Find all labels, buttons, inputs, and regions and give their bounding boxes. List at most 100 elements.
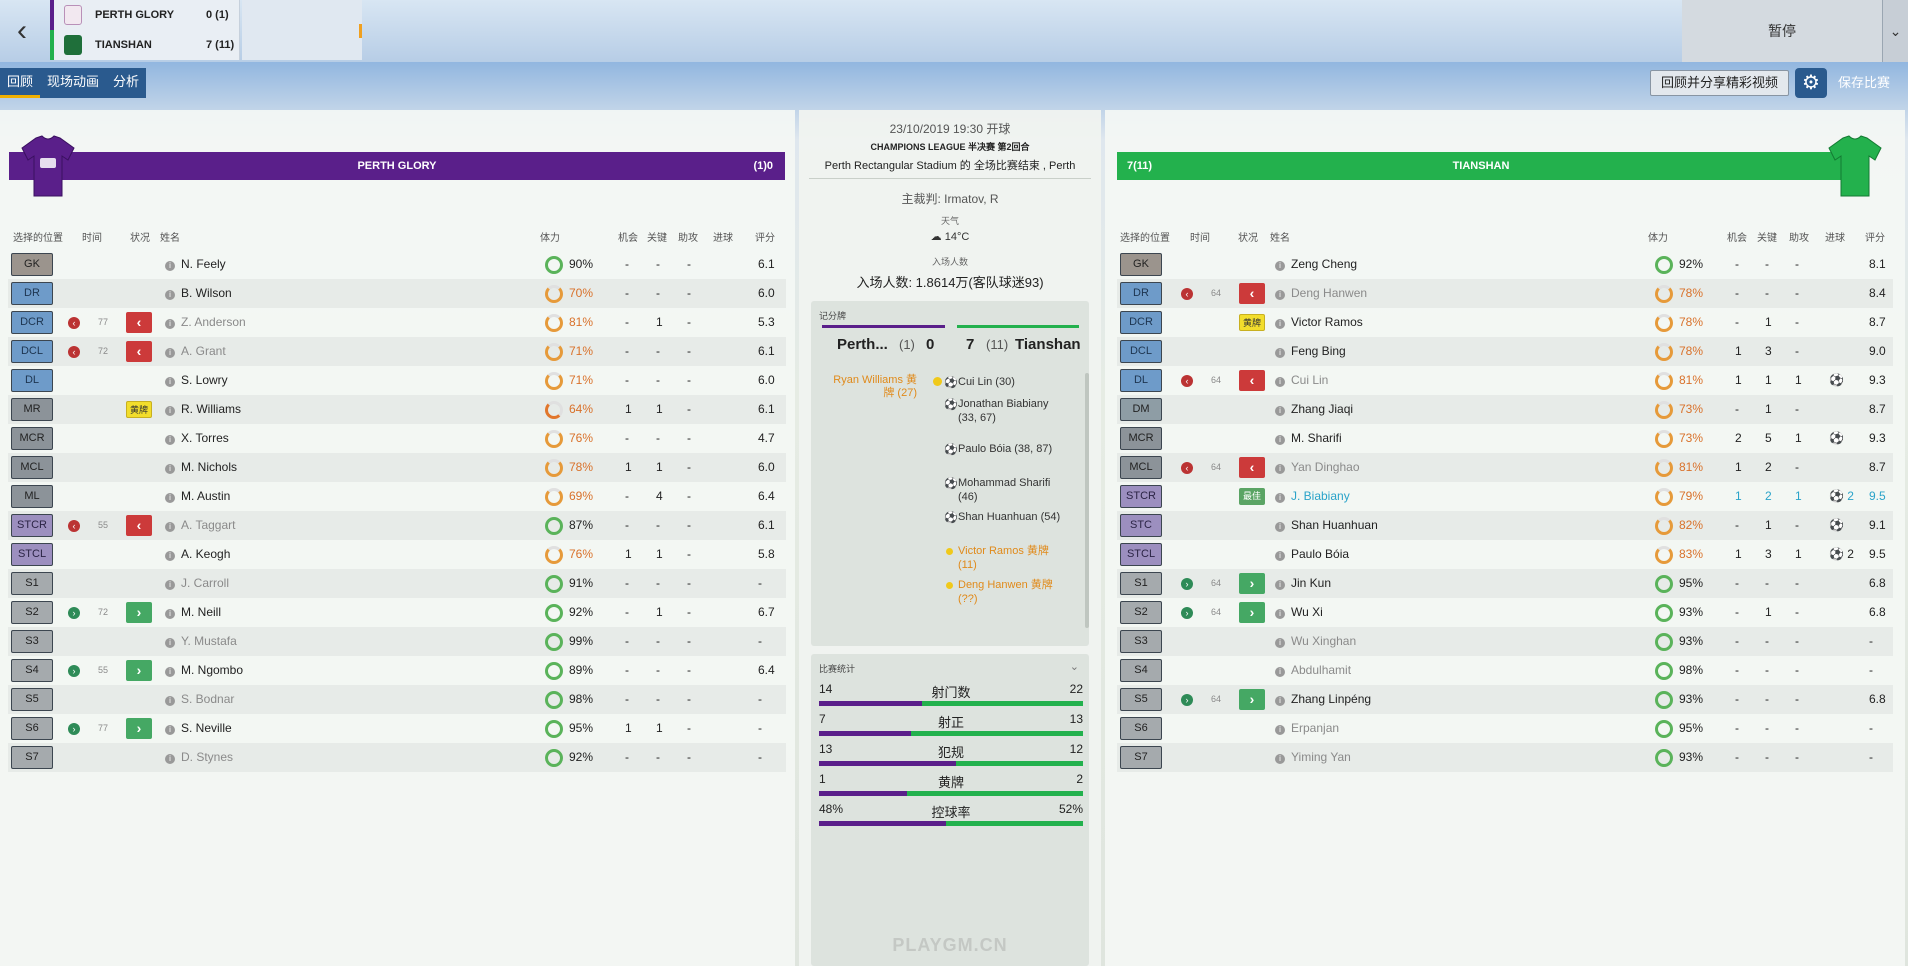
player-row[interactable]: MCL ‹ 64 ‹ i Yan Dinghao 81% 1 2 - 8.7	[1117, 453, 1893, 482]
info-icon[interactable]: i	[165, 377, 175, 387]
player-row[interactable]: DCR ‹ 77 ‹ i Z. Anderson 81% - 1 - 5.3	[8, 308, 786, 337]
player-row[interactable]: S1 i J. Carroll 91% - - - -	[8, 569, 786, 598]
info-icon[interactable]: i	[165, 290, 175, 300]
info-icon[interactable]: i	[165, 609, 175, 619]
info-icon[interactable]: i	[165, 696, 175, 706]
info-icon[interactable]: i	[165, 522, 175, 532]
player-row[interactable]: STCR 最佳 i J. Biabiany 79% 1 2 1 ⚽ 2 9.5	[1117, 482, 1893, 511]
player-name[interactable]: i Zeng Cheng	[1275, 250, 1357, 279]
info-icon[interactable]: i	[1275, 319, 1285, 329]
player-name[interactable]: i Yiming Yan	[1275, 743, 1351, 772]
info-icon[interactable]: i	[1275, 696, 1285, 706]
player-name[interactable]: i Wu Xinghan	[1275, 627, 1356, 656]
player-name[interactable]: i D. Stynes	[165, 743, 233, 772]
player-name[interactable]: i Yan Dinghao	[1275, 453, 1360, 482]
player-name[interactable]: i X. Torres	[165, 424, 229, 453]
player-name[interactable]: i A. Keogh	[165, 540, 230, 569]
scorecard-scrollbar[interactable]	[1085, 373, 1089, 628]
player-row[interactable]: S6 › 77 › i S. Neville 95% 1 1 - -	[8, 714, 786, 743]
info-icon[interactable]: i	[165, 551, 175, 561]
chevron-down-icon[interactable]: ⌄	[1069, 661, 1079, 673]
player-row[interactable]: DCL i Feng Bing 78% 1 3 - 9.0	[1117, 337, 1893, 366]
player-row[interactable]: MCR i X. Torres 76% - - - 4.7	[8, 424, 786, 453]
player-row[interactable]: STCL i Paulo Bóia 83% 1 3 1 ⚽ 2 9.5	[1117, 540, 1893, 569]
player-row[interactable]: S6 i Erpanjan 95% - - - -	[1117, 714, 1893, 743]
info-icon[interactable]: i	[1275, 406, 1285, 416]
info-icon[interactable]: i	[1275, 667, 1285, 677]
info-icon[interactable]: i	[165, 261, 175, 271]
player-name[interactable]: i M. Ngombo	[165, 656, 243, 685]
tab-live-animation[interactable]: 现场动画	[47, 74, 100, 89]
player-name[interactable]: i Paulo Bóia	[1275, 540, 1349, 569]
player-row[interactable]: GK i Zeng Cheng 92% - - - 8.1	[1117, 250, 1893, 279]
player-name[interactable]: i Feng Bing	[1275, 337, 1346, 366]
info-icon[interactable]: i	[165, 725, 175, 735]
info-icon[interactable]: i	[1275, 580, 1285, 590]
info-icon[interactable]: i	[1275, 435, 1285, 445]
player-row[interactable]: DR i B. Wilson 70% - - - 6.0	[8, 279, 786, 308]
player-name[interactable]: i Y. Mustafa	[165, 627, 237, 656]
pause-button[interactable]: 暂停	[1682, 0, 1882, 62]
player-name[interactable]: i M. Nichols	[165, 453, 237, 482]
player-row[interactable]: GK i N. Feely 90% - - - 6.1	[8, 250, 786, 279]
tab-review[interactable]: 回顾	[0, 68, 41, 98]
info-icon[interactable]: i	[1275, 754, 1285, 764]
player-row[interactable]: S2 › 64 › i Wu Xi 93% - 1 - 6.8	[1117, 598, 1893, 627]
info-icon[interactable]: i	[1275, 493, 1285, 503]
info-icon[interactable]: i	[1275, 290, 1285, 300]
player-row[interactable]: MCR i M. Sharifi 73% 2 5 1 ⚽ 9.3	[1117, 424, 1893, 453]
player-name[interactable]: i R. Williams	[165, 395, 241, 424]
info-icon[interactable]: i	[165, 348, 175, 358]
player-row[interactable]: DCL ‹ 72 ‹ i A. Grant 71% - - - 6.1	[8, 337, 786, 366]
player-name[interactable]: i S. Lowry	[165, 366, 228, 395]
info-icon[interactable]: i	[1275, 348, 1285, 358]
player-name[interactable]: i S. Neville	[165, 714, 232, 743]
player-row[interactable]: STCR ‹ 55 ‹ i A. Taggart 87% - - - 6.1	[8, 511, 786, 540]
info-icon[interactable]: i	[165, 638, 175, 648]
player-row[interactable]: MCL i M. Nichols 78% 1 1 - 6.0	[8, 453, 786, 482]
player-name[interactable]: i Wu Xi	[1275, 598, 1323, 627]
player-name[interactable]: i B. Wilson	[165, 279, 232, 308]
tab-analysis[interactable]: 分析	[113, 74, 140, 89]
player-name[interactable]: i J. Carroll	[165, 569, 229, 598]
player-row[interactable]: DL i S. Lowry 71% - - - 6.0	[8, 366, 786, 395]
player-row[interactable]: DCR 黄牌 i Victor Ramos 78% - 1 - 8.7	[1117, 308, 1893, 337]
info-icon[interactable]: i	[165, 435, 175, 445]
player-row[interactable]: S3 i Y. Mustafa 99% - - - -	[8, 627, 786, 656]
player-name[interactable]: i Shan Huanhuan	[1275, 511, 1378, 540]
info-icon[interactable]: i	[1275, 638, 1285, 648]
player-name[interactable]: i Victor Ramos	[1275, 308, 1363, 337]
player-name[interactable]: i Abdulhamit	[1275, 656, 1351, 685]
chevron-down-icon[interactable]: ⌄	[1882, 0, 1908, 62]
player-row[interactable]: S3 i Wu Xinghan 93% - - - -	[1117, 627, 1893, 656]
player-name[interactable]: i N. Feely	[165, 250, 226, 279]
player-row[interactable]: ML i M. Austin 69% - 4 - 6.4	[8, 482, 786, 511]
player-row[interactable]: S2 › 72 › i M. Neill 92% - 1 - 6.7	[8, 598, 786, 627]
player-name[interactable]: i M. Neill	[165, 598, 221, 627]
player-name[interactable]: i Jin Kun	[1275, 569, 1331, 598]
back-arrow-icon[interactable]: ‹	[17, 14, 27, 47]
share-highlights-button[interactable]: 回顾并分享精彩视频	[1650, 70, 1790, 96]
info-icon[interactable]: i	[1275, 609, 1285, 619]
player-row[interactable]: S5 i S. Bodnar 98% - - - -	[8, 685, 786, 714]
info-icon[interactable]: i	[1275, 551, 1285, 561]
player-name[interactable]: i Z. Anderson	[165, 308, 246, 337]
player-row[interactable]: STCL i A. Keogh 76% 1 1 - 5.8	[8, 540, 786, 569]
info-icon[interactable]: i	[165, 754, 175, 764]
player-row[interactable]: DM i Zhang Jiaqi 73% - 1 - 8.7	[1117, 395, 1893, 424]
player-row[interactable]: S4 › 55 › i M. Ngombo 89% - - - 6.4	[8, 656, 786, 685]
player-name[interactable]: i Cui Lin	[1275, 366, 1328, 395]
player-row[interactable]: S5 › 64 › i Zhang Linpéng 93% - - - 6.8	[1117, 685, 1893, 714]
info-icon[interactable]: i	[1275, 725, 1285, 735]
info-icon[interactable]: i	[1275, 261, 1285, 271]
gear-icon[interactable]: ⚙	[1795, 68, 1827, 98]
player-name[interactable]: i S. Bodnar	[165, 685, 234, 714]
info-icon[interactable]: i	[1275, 377, 1285, 387]
info-icon[interactable]: i	[165, 406, 175, 416]
info-icon[interactable]: i	[165, 493, 175, 503]
player-name[interactable]: i J. Biabiany	[1275, 482, 1350, 511]
player-row[interactable]: STC i Shan Huanhuan 82% - 1 - ⚽ 9.1	[1117, 511, 1893, 540]
player-name[interactable]: i Zhang Jiaqi	[1275, 395, 1353, 424]
player-row[interactable]: S7 i D. Stynes 92% - - - -	[8, 743, 786, 772]
info-icon[interactable]: i	[1275, 464, 1285, 474]
